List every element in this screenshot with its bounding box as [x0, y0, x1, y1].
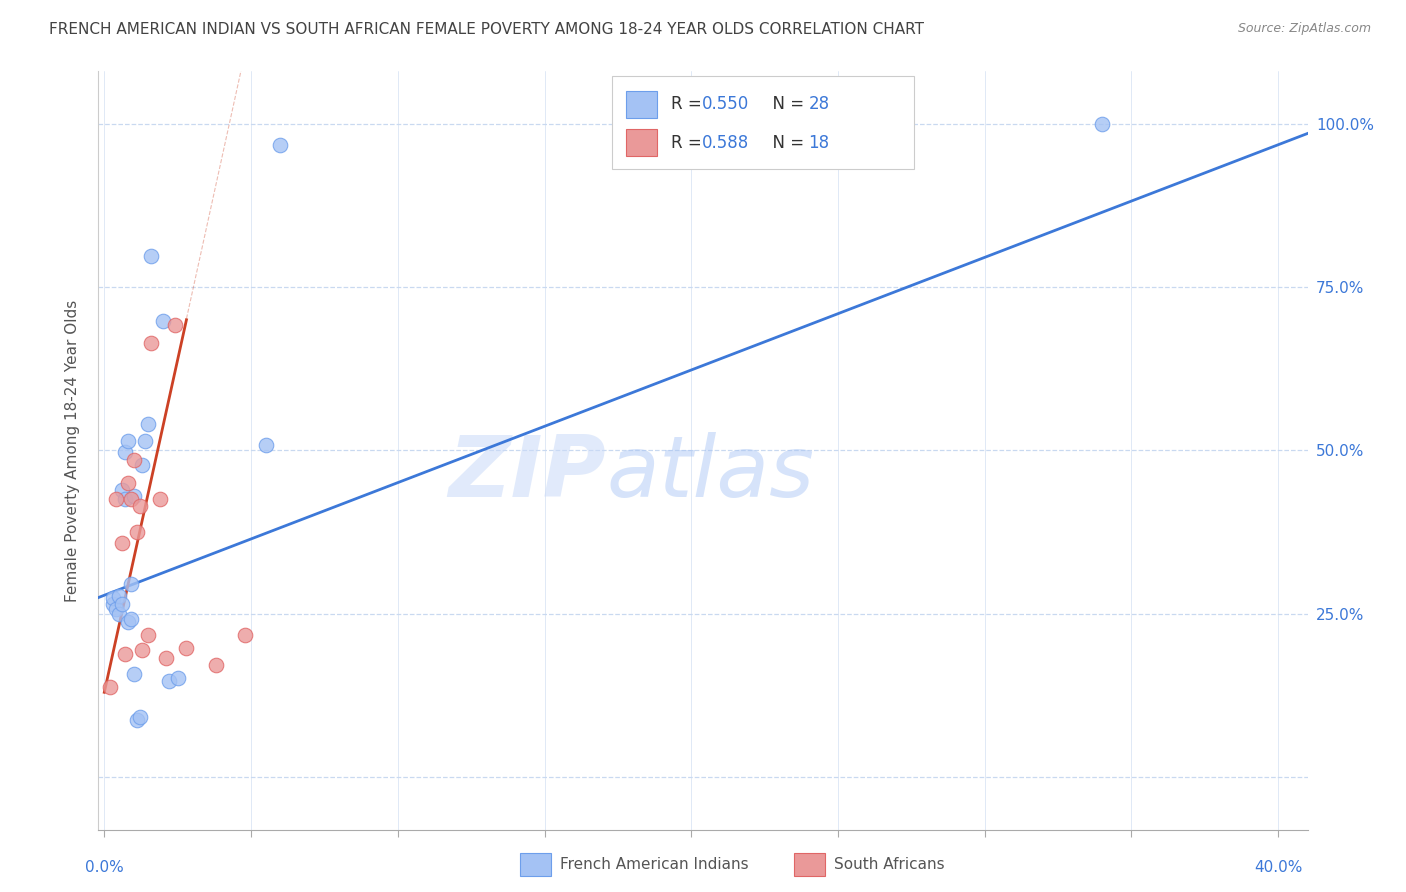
Text: FRENCH AMERICAN INDIAN VS SOUTH AFRICAN FEMALE POVERTY AMONG 18-24 YEAR OLDS COR: FRENCH AMERICAN INDIAN VS SOUTH AFRICAN … [49, 22, 924, 37]
Point [1091, 117, 1114, 131]
Point [157, 673, 180, 688]
Point [166, 671, 188, 685]
Point [108, 607, 131, 621]
Text: ZIP: ZIP [449, 432, 606, 515]
Point [111, 483, 134, 497]
Point [117, 476, 139, 491]
Point [152, 314, 174, 328]
Point [136, 628, 159, 642]
Text: South Africans: South Africans [834, 857, 945, 871]
Point [105, 492, 128, 507]
Point [254, 438, 277, 452]
Point [163, 318, 186, 332]
Point [117, 615, 139, 629]
Point [233, 628, 256, 642]
Point [149, 492, 172, 507]
Point [141, 249, 163, 263]
Point [269, 137, 291, 152]
Text: N =: N = [762, 95, 810, 113]
Text: 0.550: 0.550 [702, 95, 749, 113]
Text: Source: ZipAtlas.com: Source: ZipAtlas.com [1237, 22, 1371, 36]
Point [111, 597, 134, 611]
Point [117, 434, 139, 448]
Point [114, 444, 136, 458]
Point [125, 713, 148, 727]
Point [120, 492, 142, 507]
Point [128, 499, 150, 513]
Point [134, 434, 156, 448]
Text: 18: 18 [808, 134, 830, 152]
Point [136, 417, 159, 432]
Text: atlas: atlas [606, 432, 814, 515]
Point [122, 667, 145, 681]
Point [636, 137, 658, 152]
Point [131, 642, 153, 657]
Point [120, 612, 142, 626]
Point [176, 640, 198, 655]
Point [105, 601, 128, 615]
Text: 0.588: 0.588 [702, 134, 749, 152]
Point [125, 525, 148, 540]
Text: R =: R = [671, 95, 707, 113]
Point [122, 453, 145, 467]
Point [131, 458, 153, 472]
Text: French American Indians: French American Indians [560, 857, 748, 871]
Point [155, 651, 177, 665]
Point [111, 536, 134, 550]
Text: N =: N = [762, 134, 810, 152]
Point [114, 648, 136, 662]
Text: 0.0%: 0.0% [84, 860, 124, 875]
Point [108, 589, 131, 603]
Point [120, 577, 142, 591]
Point [122, 489, 145, 503]
Text: 28: 28 [808, 95, 830, 113]
Y-axis label: Female Poverty Among 18-24 Year Olds: Female Poverty Among 18-24 Year Olds [65, 300, 80, 601]
Point [128, 710, 150, 724]
Text: R =: R = [671, 134, 707, 152]
Point [114, 492, 136, 507]
Point [141, 335, 163, 350]
Point [204, 657, 226, 672]
Point [98, 680, 121, 694]
Point [101, 591, 124, 605]
Text: 40.0%: 40.0% [1254, 860, 1302, 875]
Point [101, 597, 124, 611]
